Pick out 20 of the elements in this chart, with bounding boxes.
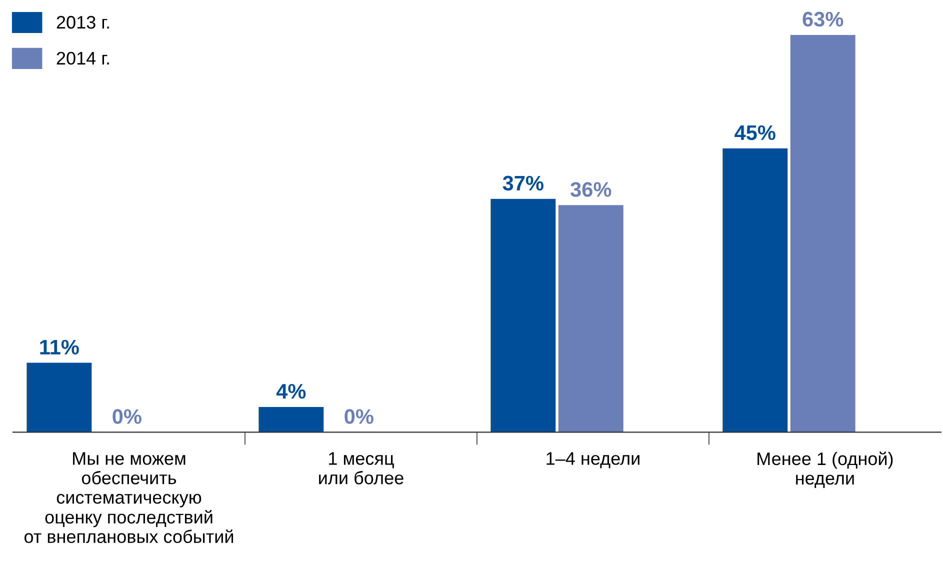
data-label: 36% xyxy=(570,182,612,197)
data-label: 63% xyxy=(802,12,844,27)
bar xyxy=(558,205,624,432)
x-tick-label: Мы не можем обеспечить систематическую оценку последствий от внеплановых событий xyxy=(24,452,234,544)
data-label: 0% xyxy=(112,409,142,424)
x-tick-label: 1–4 недели xyxy=(546,452,640,468)
x-tick-label: Менее 1 (одной) недели xyxy=(758,452,893,488)
bar xyxy=(26,362,92,432)
bar xyxy=(258,406,324,432)
data-label: 0% xyxy=(344,409,374,424)
data-label: 11% xyxy=(40,340,79,354)
data-label: 4% xyxy=(276,384,306,399)
data-label: 45% xyxy=(734,125,776,140)
data-label: 37% xyxy=(502,176,544,191)
bar xyxy=(790,34,856,432)
x-tick-label: 1 месяц или более xyxy=(319,452,404,484)
legend-label: 2014 г. xyxy=(56,52,109,65)
bar xyxy=(722,148,788,432)
legend-label: 2013 г. xyxy=(56,16,109,29)
bar xyxy=(490,198,556,432)
